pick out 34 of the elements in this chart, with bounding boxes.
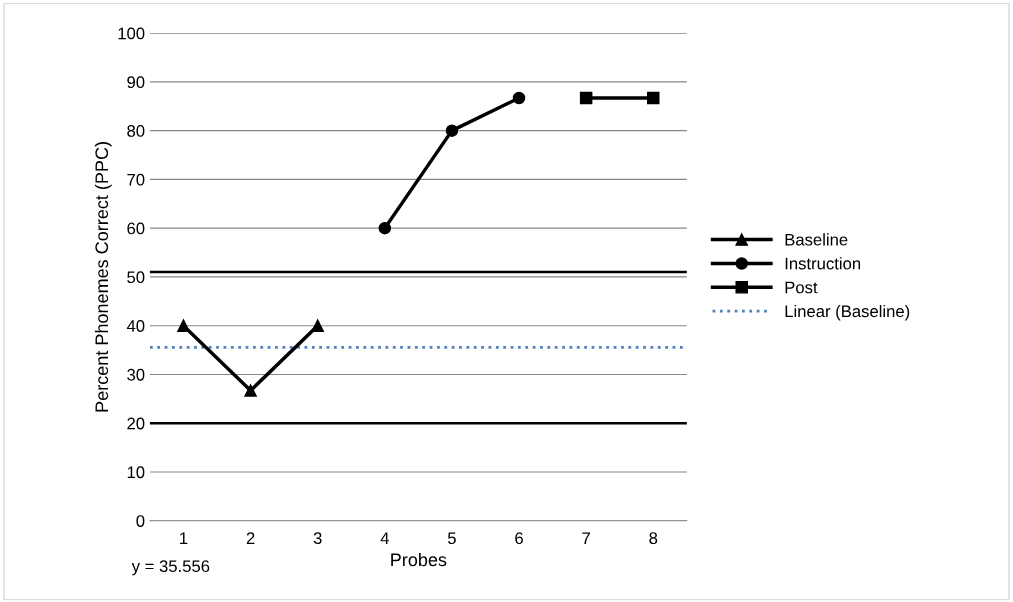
point	[378, 221, 392, 235]
point	[177, 319, 190, 332]
legend-label: Instruction	[785, 257, 861, 270]
x-tick-label: 2	[246, 532, 255, 544]
y-tick-label: 100	[118, 27, 145, 40]
y-tick-label: 50	[127, 271, 145, 284]
x-axis-title: Probes	[391, 552, 447, 567]
point	[579, 91, 593, 105]
y-tick-label: 40	[126, 320, 145, 332]
y-tick-label: 30	[127, 368, 145, 381]
x-tick-label: 1	[180, 532, 188, 544]
point	[445, 124, 459, 137]
point	[311, 319, 324, 332]
text: y = 35.556	[131, 560, 210, 576]
x-tick-label: 7	[582, 532, 590, 544]
y-tick-label: 20	[127, 417, 145, 430]
y-tick-label: 10	[127, 466, 145, 479]
y-tick-label: 0	[136, 515, 145, 527]
legend-label: Baseline	[785, 233, 848, 246]
legend-label: Linear (Baseline)	[785, 304, 910, 321]
point	[512, 91, 526, 105]
x-tick-label: 5	[447, 532, 456, 545]
x-tick-label: 8	[649, 532, 658, 545]
point	[244, 384, 257, 397]
y-tick-label: 90	[127, 76, 145, 89]
y-tick-label: 70	[127, 173, 145, 186]
legend-label: Post	[785, 281, 818, 294]
y-tick-label: 80	[127, 125, 145, 137]
y-axis-title: Percent Phonemes Correct (PPC)	[94, 142, 112, 412]
x-tick-label: 6	[515, 532, 523, 545]
x-tick-label: 4	[380, 532, 389, 544]
point	[647, 91, 660, 105]
y-tick-label: 60	[127, 222, 145, 235]
x-tick-label: 3	[313, 532, 322, 545]
